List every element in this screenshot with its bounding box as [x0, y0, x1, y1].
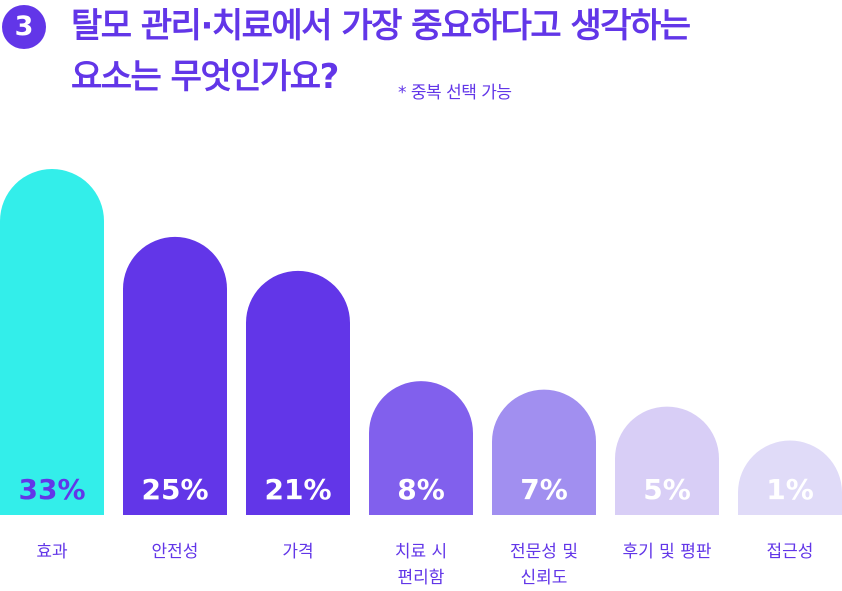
question-title-line-1: 탈모 관리·치료에서 가장 중요하다고 생각하는	[71, 6, 691, 46]
category-label-line: 치료 시	[395, 542, 447, 562]
bar-4	[369, 381, 474, 515]
bar-value-label: 8%	[397, 473, 445, 506]
multiple-choice-note: * 중복 선택 가능	[398, 83, 512, 103]
category-label-line: 안전성	[152, 542, 199, 562]
category-label: 접근성	[767, 542, 814, 562]
bar-value-label: 1%	[766, 473, 814, 506]
bar-value-label: 21%	[264, 473, 331, 506]
category-label-line: 편리함	[398, 568, 445, 588]
bar-value-label: 25%	[141, 473, 208, 506]
bar-value-label: 5%	[643, 473, 691, 506]
category-label: 안전성	[152, 542, 199, 562]
category-label-line: 접근성	[767, 542, 814, 562]
category-label-line: 전문성 및	[510, 542, 578, 562]
header: 3 탈모 관리·치료에서 가장 중요하다고 생각하는 요소는 무엇인가요? * …	[0, 0, 842, 110]
bar-2	[123, 236, 227, 515]
category-label-line: 효과	[36, 542, 68, 562]
category-label-line: 신뢰도	[521, 568, 568, 588]
bar-3	[246, 270, 350, 515]
bar-1	[0, 169, 104, 515]
bar-6	[615, 406, 719, 515]
category-label-line: 후기 및 평판	[622, 542, 711, 562]
bar-5	[492, 389, 596, 515]
question-number-badge: 3	[2, 5, 46, 49]
bar-value-label: 33%	[18, 473, 85, 506]
bar-7	[738, 440, 842, 515]
category-label-line: 가격	[282, 542, 313, 562]
bar-value-label: 7%	[520, 473, 568, 506]
category-label: 후기 및 평판	[622, 542, 711, 562]
category-label: 효과	[36, 542, 68, 562]
question-title-line-2: 요소는 무엇인가요?	[71, 57, 339, 97]
category-label: 가격	[282, 542, 313, 562]
